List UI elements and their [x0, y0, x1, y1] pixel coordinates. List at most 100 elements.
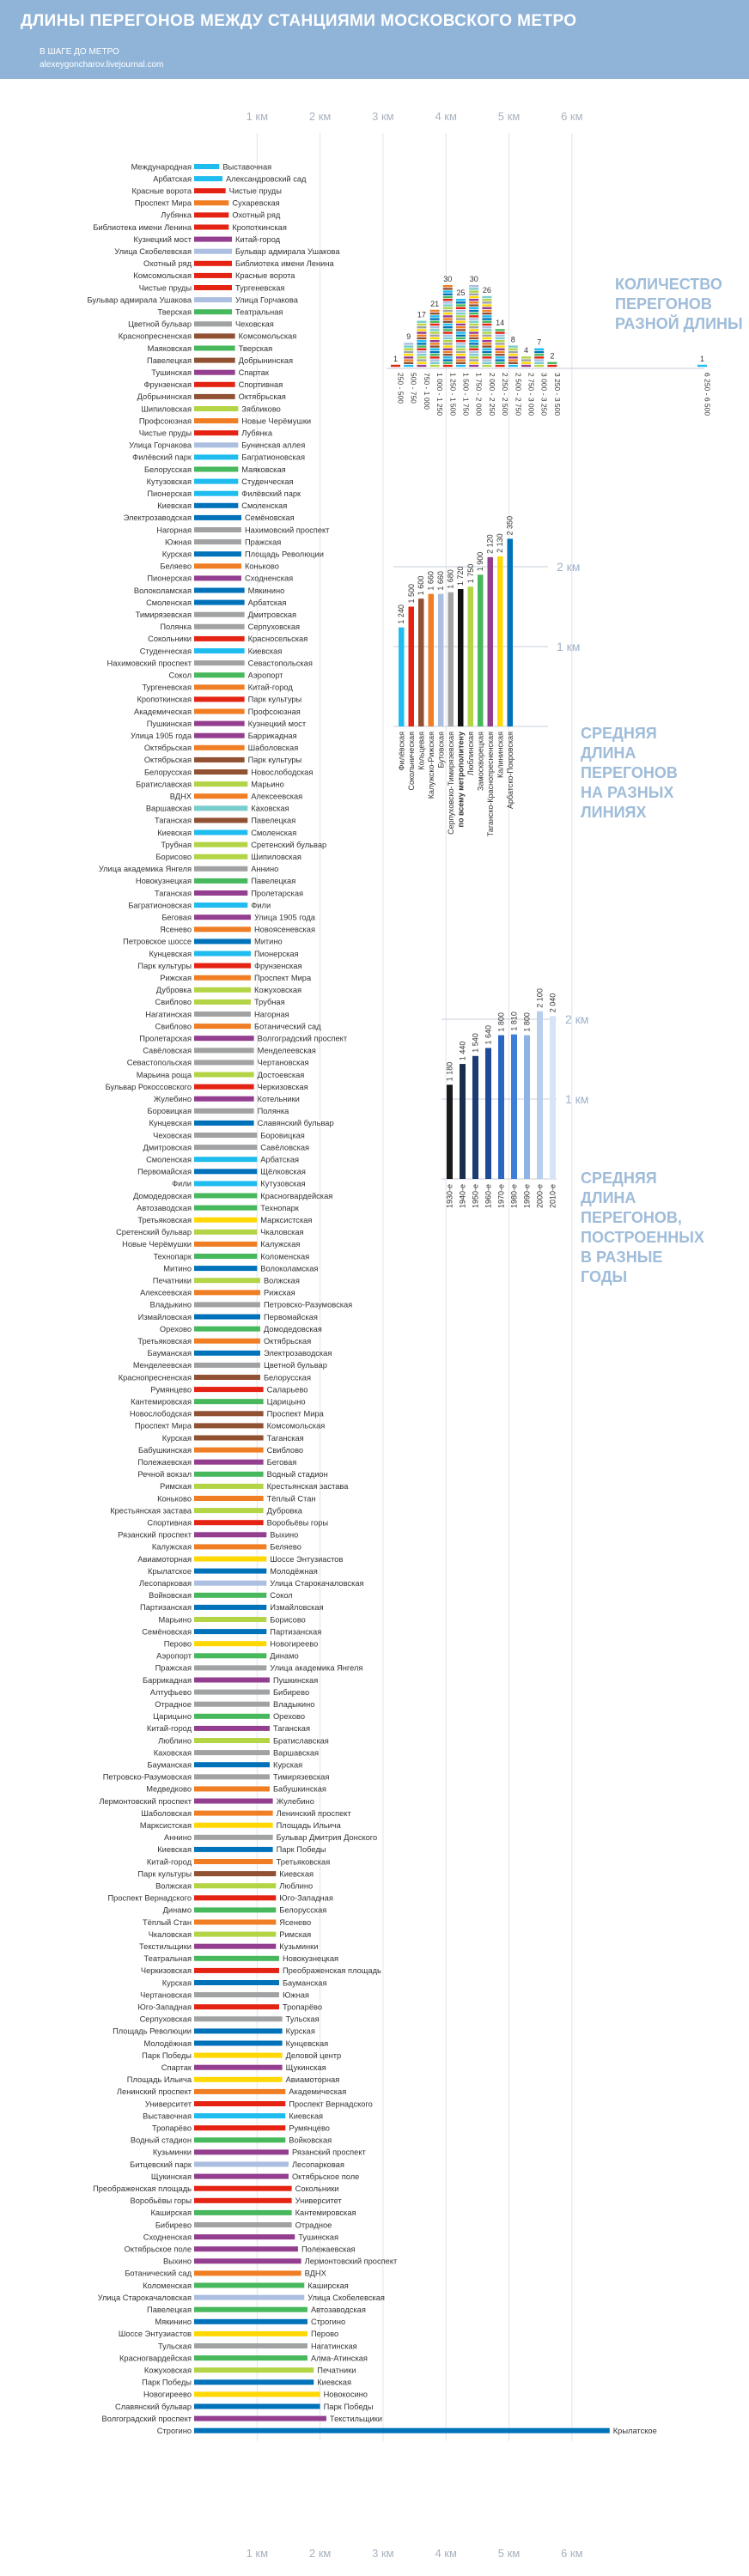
segment-bar-39	[194, 623, 245, 629]
segment-bar-25	[194, 454, 239, 460]
decade-avg-value-9: 2 040	[549, 993, 557, 1013]
segment-to-101: Белорусская	[264, 1373, 311, 1382]
segment-bar-23	[194, 430, 239, 436]
segment-from-112: Крестьянская застава	[110, 1506, 192, 1515]
segment-bar-10	[194, 272, 232, 278]
segment-from-56: Киевская	[157, 829, 192, 837]
histogram-cell-3-14	[417, 329, 427, 331]
segment-to-151: Бауманская	[283, 1978, 327, 1987]
segment-from-156: Молодёжная	[144, 2039, 192, 2048]
segment-to-173: Полежаевская	[301, 2245, 356, 2254]
segment-from-21: Шипиловская	[141, 404, 192, 413]
segment-bar-30	[194, 514, 241, 520]
histogram-cell-4-2	[429, 361, 440, 364]
segment-to-132: Варшавская	[273, 1748, 319, 1757]
histogram-cell-7-3	[469, 359, 479, 361]
histogram-cell-6-17	[456, 320, 466, 323]
decade-avg-bar-1	[447, 1084, 453, 1179]
segment-from-98: Третьяковская	[137, 1337, 192, 1346]
histogram-cell-2-2	[404, 361, 414, 364]
segment-from-185: Новогиреево	[143, 2391, 192, 2399]
histogram-cell-7-19	[469, 315, 479, 318]
segment-from-188: Строгино	[157, 2427, 192, 2435]
segment-bar-28	[194, 490, 239, 496]
segment-to-80: Славянский бульвар	[258, 1119, 334, 1127]
author-link[interactable]: alexeygoncharov.livejournal.com	[40, 60, 164, 70]
segment-from-103: Кантемировская	[131, 1398, 192, 1406]
segment-from-76: Марьина роща	[137, 1071, 192, 1079]
histogram-category-4: 1 000 - 1 250	[435, 373, 444, 416]
histogram-cell-7-15	[469, 326, 479, 329]
segment-bar-69	[194, 987, 251, 993]
decade-avg-category-2: 1940-е	[459, 1184, 467, 1208]
histogram-cell-8-22	[482, 307, 492, 309]
histogram-cell-13-1	[547, 364, 557, 368]
segment-from-31: Нагорная	[156, 526, 192, 534]
segment-to-184: Киевская	[317, 2379, 351, 2387]
line-avg-category-1: Филёвская	[397, 732, 405, 770]
segment-to-183: Печатники	[317, 2366, 356, 2375]
histogram-cell-4-14	[429, 329, 440, 331]
histogram-title-line3: РАЗНОЙ ДЛИНЫ	[615, 314, 743, 332]
histogram-count-11: 4	[524, 346, 528, 355]
segment-from-55: Таганская	[155, 817, 192, 825]
segment-from-2: Арбатская	[153, 174, 192, 183]
segment-bar-17	[194, 357, 235, 363]
histogram-cell-8-11	[482, 337, 492, 340]
histogram-cell-8-6	[482, 350, 492, 354]
segment-to-52: Марьино	[251, 780, 284, 788]
segment-bar-11	[194, 285, 232, 290]
segment-from-143: Волжская	[155, 1882, 192, 1891]
histogram-cell-5-3	[442, 359, 453, 361]
segment-to-181: Нагатинская	[311, 2342, 357, 2350]
line-avg-value-1: 1 240	[397, 605, 405, 624]
segment-from-131: Люблино	[158, 1736, 192, 1745]
segment-from-136: Лермонтовский проспект	[99, 1797, 192, 1806]
histogram-cell-4-12	[429, 334, 440, 337]
segment-from-89: Сретенский бульвар	[116, 1228, 192, 1236]
line-avg-bar-6	[448, 592, 454, 726]
segment-bar-133	[194, 1762, 270, 1768]
segment-bar-117	[194, 1568, 267, 1574]
histogram-cell-3-4	[417, 356, 427, 359]
segment-bar-105	[194, 1423, 264, 1429]
segment-to-22: Новые Черёмушки	[241, 416, 311, 425]
segment-bar-91	[194, 1254, 258, 1259]
segment-from-148: Текстильщики	[139, 1942, 192, 1951]
segment-bar-116	[194, 1556, 267, 1562]
histogram-cell-8-16	[482, 323, 492, 326]
segment-from-99: Бауманская	[147, 1349, 192, 1358]
segment-from-126: Баррикадная	[143, 1676, 192, 1685]
segment-bar-119	[194, 1592, 267, 1598]
segment-from-6: Библиотека имени Ленина	[93, 223, 192, 232]
histogram-cell-11-2	[521, 361, 531, 364]
histogram-cell-6-18	[456, 318, 466, 320]
segment-from-50: Октябрьская	[144, 756, 192, 764]
segment-from-39: Полянка	[160, 623, 192, 631]
histogram-cell-5-29	[442, 288, 453, 290]
segment-from-133: Бауманская	[147, 1761, 192, 1770]
segment-from-129: Царицыно	[153, 1712, 192, 1721]
line-avg-category-12: Арбатско-Покровская	[506, 732, 515, 809]
line-avg-bar-4	[428, 593, 434, 726]
segment-to-14: Чеховская	[235, 320, 274, 329]
histogram-cell-8-18	[482, 318, 492, 320]
segment-bar-65	[194, 939, 251, 945]
segment-from-29: Киевская	[157, 501, 192, 510]
segment-bar-43	[194, 672, 245, 678]
histogram-cell-4-10	[429, 340, 440, 343]
segment-from-179: Мякинино	[155, 2318, 192, 2326]
segment-to-25: Багратионовская	[241, 453, 305, 462]
segment-to-38: Дмитровская	[248, 611, 296, 619]
histogram-cell-6-25	[456, 299, 466, 301]
histogram-cell-8-2	[482, 361, 492, 364]
segment-to-117: Молодёжная	[270, 1567, 317, 1576]
segment-to-71: Нагорная	[254, 1010, 289, 1018]
decade-avg-value-8: 2 100	[536, 988, 545, 1008]
x-tick-top-4km: 4 км	[435, 110, 457, 123]
line-avg-title-line5: ЛИНИЯХ	[581, 804, 646, 821]
histogram-cell-4-3	[429, 359, 440, 361]
segment-from-184: Парк Победы	[142, 2379, 192, 2387]
segment-from-36: Волоколамская	[134, 586, 192, 595]
segment-bar-77	[194, 1084, 254, 1090]
